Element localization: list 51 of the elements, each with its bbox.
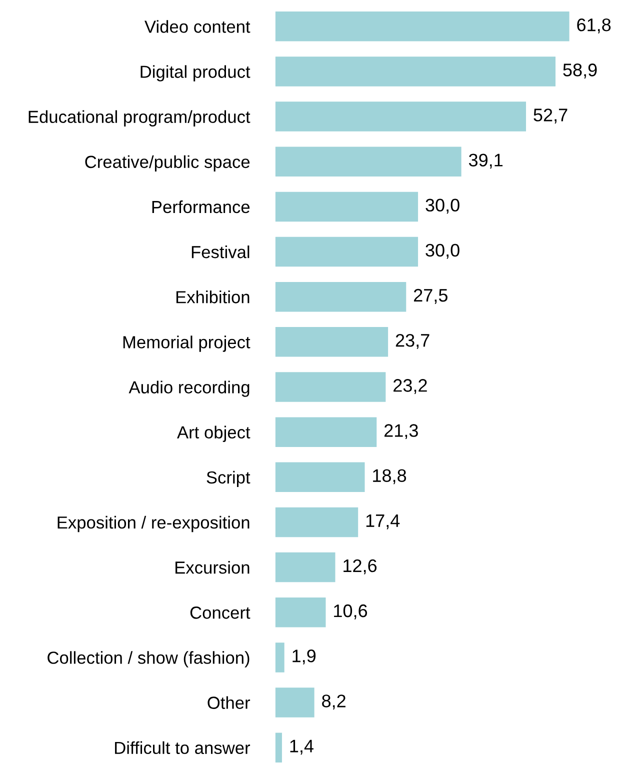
bar bbox=[275, 56, 556, 86]
data-label: 30,0 bbox=[426, 244, 460, 259]
data-label: 23,2 bbox=[394, 379, 427, 394]
data-label: 39,1 bbox=[468, 154, 503, 169]
data-label: 21,3 bbox=[384, 424, 418, 440]
bar bbox=[275, 282, 406, 312]
y-tick-label: Exposition / re-exposition bbox=[58, 516, 250, 532]
bar bbox=[275, 552, 336, 582]
y-tick-label: Other bbox=[208, 696, 250, 709]
bar bbox=[275, 507, 358, 538]
y-tick-label: Performance bbox=[152, 200, 250, 214]
bar bbox=[275, 642, 284, 672]
bar bbox=[275, 372, 386, 402]
bar bbox=[275, 102, 526, 132]
data-label: 10,6 bbox=[334, 604, 368, 620]
y-tick-label: Script bbox=[206, 470, 250, 488]
data-label: 27,5 bbox=[414, 288, 448, 304]
data-label: 52,7 bbox=[534, 108, 568, 124]
y-tick-label: Excursion bbox=[176, 561, 250, 574]
bar bbox=[275, 688, 314, 718]
data-label: 18,8 bbox=[373, 469, 406, 484]
data-label: 23,7 bbox=[396, 334, 430, 349]
data-label: 17,4 bbox=[366, 514, 400, 530]
bar bbox=[275, 327, 388, 357]
bar bbox=[275, 192, 418, 222]
y-tick-label: Art object bbox=[177, 426, 250, 442]
y-tick-label: Creative/public space bbox=[85, 155, 250, 172]
data-label: 12,6 bbox=[344, 559, 377, 574]
y-tick-label: Digital product bbox=[140, 65, 250, 82]
bar bbox=[275, 236, 418, 267]
y-tick-label: Exhibition bbox=[176, 290, 250, 304]
y-tick-label: Video content bbox=[144, 20, 250, 33]
bar bbox=[275, 12, 570, 42]
data-label: 58,9 bbox=[563, 64, 597, 78]
data-label: 30,0 bbox=[426, 198, 460, 214]
data-label: 8,2 bbox=[322, 694, 346, 710]
data-label: 1,9 bbox=[292, 650, 316, 664]
data-label: 1,4 bbox=[290, 740, 314, 755]
bar bbox=[275, 146, 462, 177]
y-tick-label: Difficult to answer bbox=[115, 741, 250, 754]
y-tick-label: Educational program/product bbox=[28, 110, 250, 126]
y-tick-label: Audio recording bbox=[128, 380, 250, 397]
bar bbox=[275, 732, 282, 762]
bar bbox=[275, 417, 377, 447]
y-tick-label: Concert bbox=[190, 606, 250, 619]
y-tick-label: Memorial project bbox=[123, 336, 250, 352]
bar bbox=[275, 597, 326, 628]
bar bbox=[275, 462, 365, 492]
y-tick-label: Festival bbox=[192, 245, 250, 258]
data-label: 61,8 bbox=[577, 18, 611, 34]
y-tick-label: Collection / show (fashion) bbox=[48, 651, 250, 668]
